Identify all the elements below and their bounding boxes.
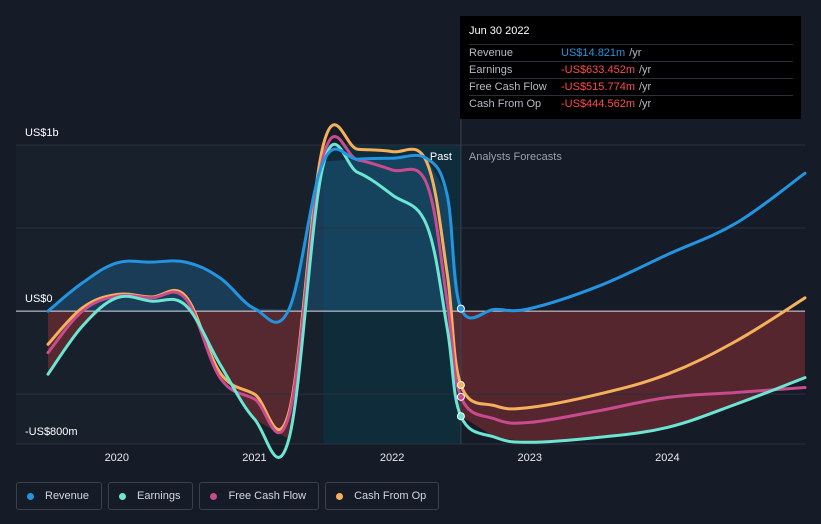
x-tick-label: 2024 bbox=[655, 452, 679, 464]
series-line-cash-from-op bbox=[46, 123, 807, 432]
x-tick-label: 2021 bbox=[242, 452, 266, 464]
tooltip-label: Earnings bbox=[469, 64, 513, 76]
tooltip-unit: /yr bbox=[639, 64, 652, 76]
forecast-label: Analysts Forecasts bbox=[469, 151, 562, 163]
x-tick-label: 2020 bbox=[105, 452, 129, 464]
legend-dot-icon bbox=[336, 492, 344, 500]
series-line-revenue bbox=[46, 147, 807, 324]
negative-earnings-area bbox=[48, 311, 805, 443]
tooltip-row-cash-from-op: Cash From Op -US$444.562m /yr bbox=[469, 95, 793, 112]
legend-label: Earnings bbox=[137, 490, 181, 502]
tooltip-date: Jun 30 2022 bbox=[469, 25, 530, 37]
legend-dot-icon bbox=[119, 492, 127, 500]
tooltip-row-revenue: Revenue US$14.821m /yr bbox=[469, 44, 793, 61]
tooltip-label: Cash From Op bbox=[469, 98, 542, 110]
revenue-area bbox=[48, 158, 461, 312]
x-tick-label: 2023 bbox=[517, 452, 541, 464]
tooltip-value: -US$633.452m bbox=[561, 64, 635, 76]
legend-dot-icon bbox=[27, 492, 34, 500]
hover-marker bbox=[456, 304, 465, 313]
legend-label: Revenue bbox=[45, 490, 90, 502]
tooltip-label: Revenue bbox=[469, 47, 514, 59]
tooltip-unit: /yr bbox=[639, 81, 652, 93]
legend-item-earnings[interactable]: Earnings bbox=[108, 482, 194, 510]
tooltip-value: -US$515.774m bbox=[561, 81, 635, 93]
y-label-bottom: -US$800m bbox=[25, 426, 78, 438]
legend-dot-icon bbox=[210, 492, 218, 500]
y-label-top: US$1b bbox=[25, 127, 59, 139]
hover-marker bbox=[456, 412, 465, 421]
hover-tooltip: Jun 30 2022 Revenue US$14.821m /yr Earni… bbox=[460, 16, 801, 119]
chart-legend: Revenue Earnings Free Cash Flow Cash Fro… bbox=[16, 482, 445, 510]
legend-label: Free Cash Flow bbox=[228, 490, 307, 502]
hover-marker bbox=[456, 392, 465, 401]
legend-item-revenue[interactable]: Revenue bbox=[16, 482, 103, 510]
past-label: Past bbox=[430, 151, 452, 163]
series-line-earnings bbox=[46, 143, 807, 459]
hover-marker bbox=[456, 381, 465, 390]
legend-item-free-cash-flow[interactable]: Free Cash Flow bbox=[199, 482, 320, 510]
tooltip-unit: /yr bbox=[629, 47, 642, 59]
tooltip-row-free-cash-flow: Free Cash Flow -US$515.774m /yr bbox=[469, 78, 793, 95]
legend-label: Cash From Op bbox=[354, 490, 427, 502]
y-label-zero: US$0 bbox=[25, 293, 53, 305]
tooltip-value: US$14.821m bbox=[561, 47, 626, 59]
legend-item-cash-from-op[interactable]: Cash From Op bbox=[325, 482, 440, 510]
tooltip-row-earnings: Earnings -US$633.452m /yr bbox=[469, 61, 793, 78]
x-tick-label: 2022 bbox=[380, 452, 404, 464]
tooltip-value: -US$444.562m bbox=[561, 98, 635, 110]
tooltip-label: Free Cash Flow bbox=[469, 81, 547, 93]
tooltip-unit: /yr bbox=[639, 98, 652, 110]
